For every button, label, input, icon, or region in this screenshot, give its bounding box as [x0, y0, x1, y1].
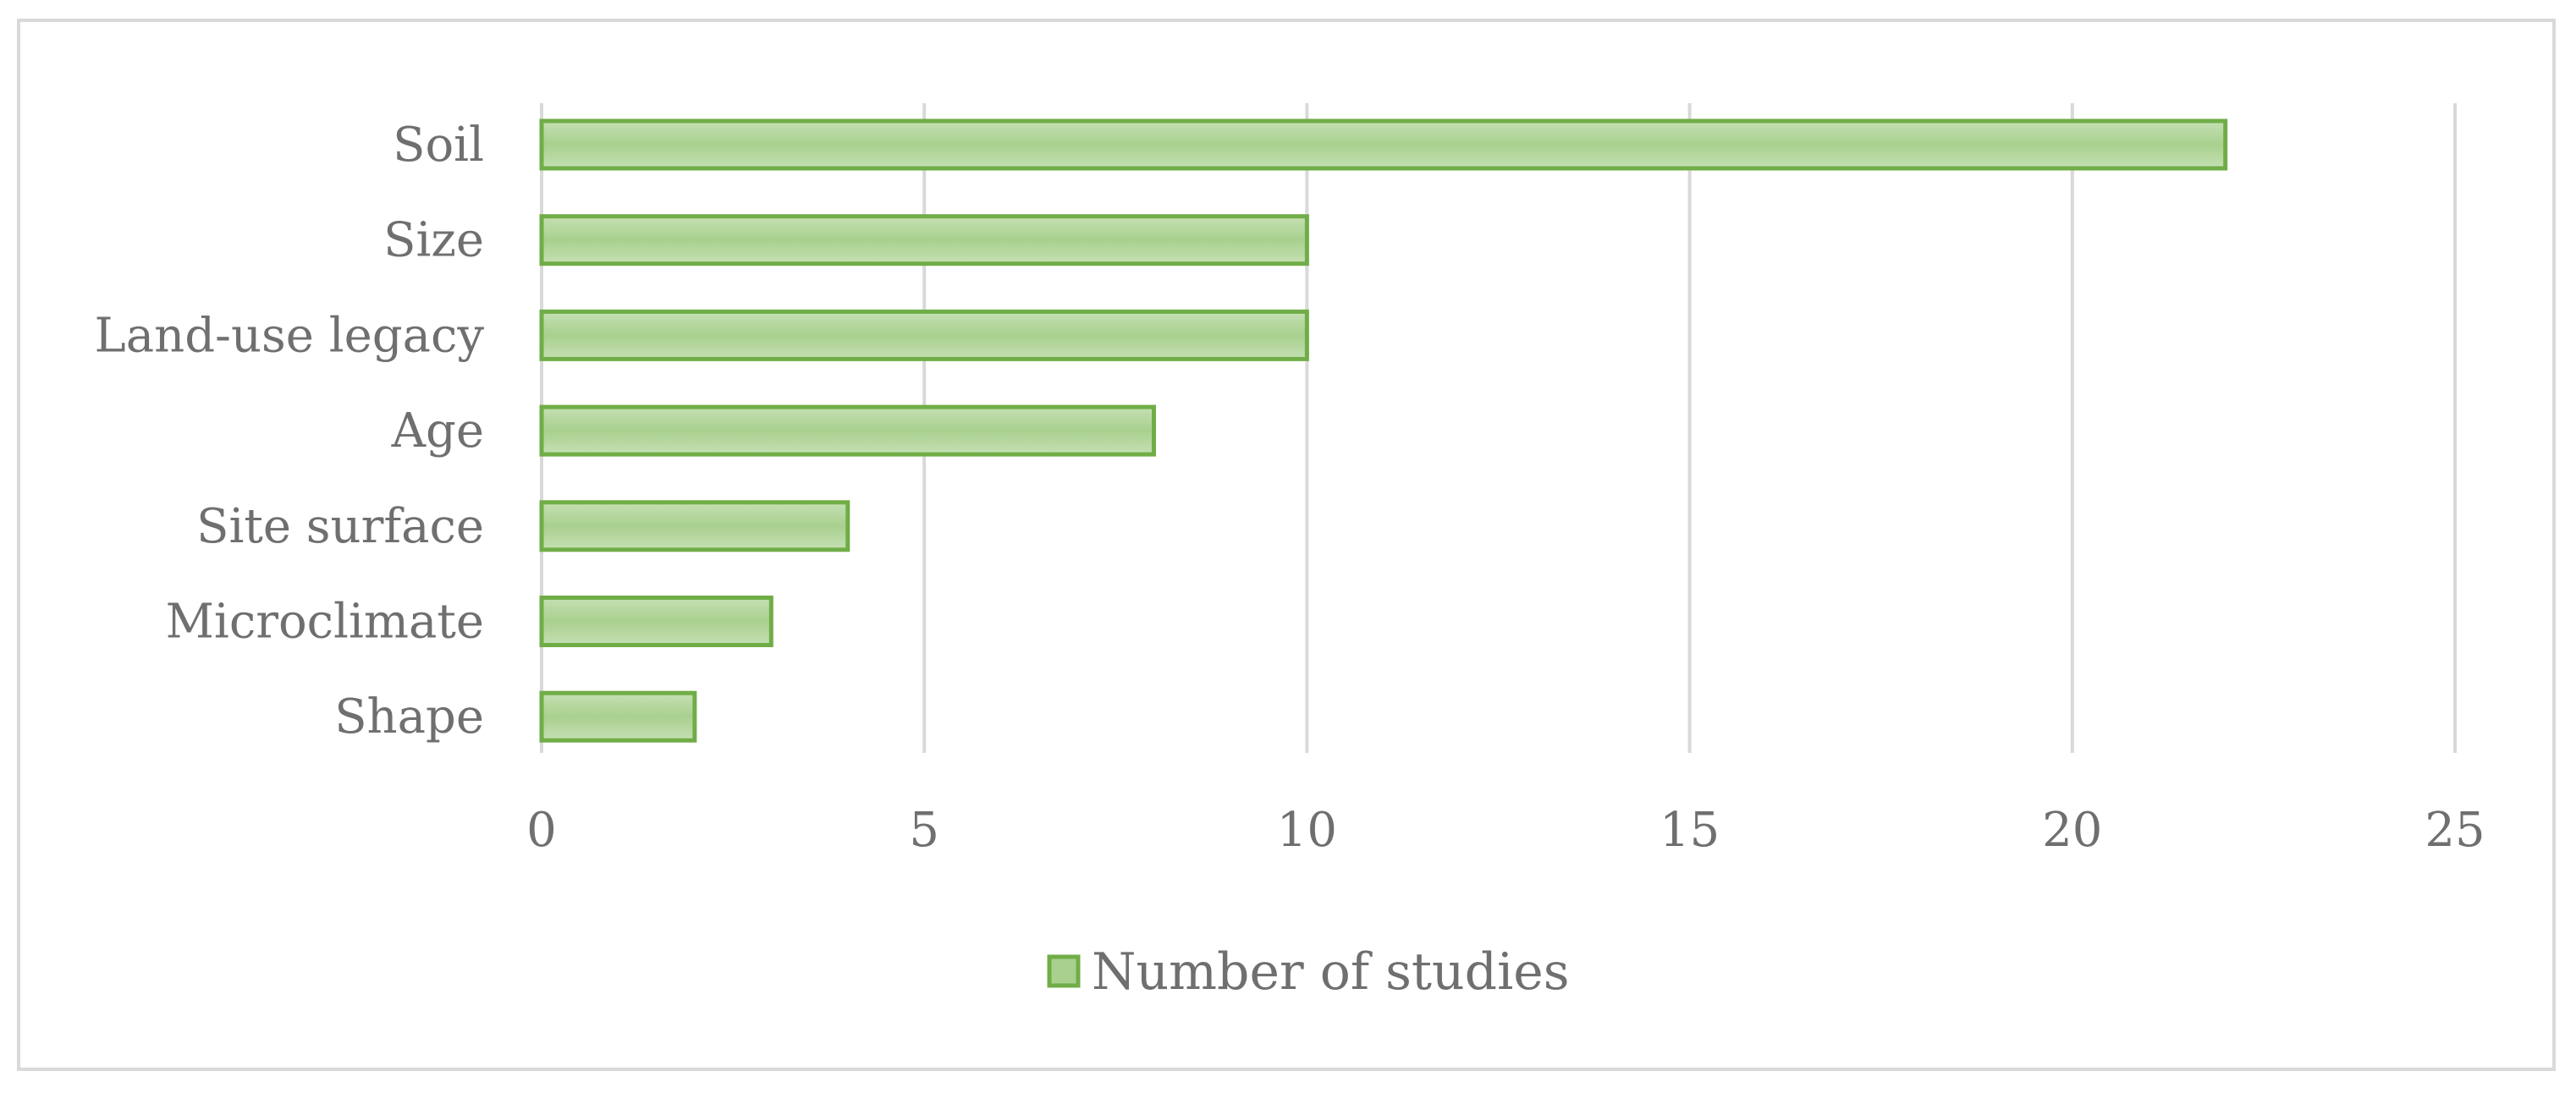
x-tick-label: 10	[1277, 803, 1337, 858]
category-label: Age	[391, 404, 484, 459]
bars	[539, 118, 2228, 743]
bar	[539, 690, 697, 743]
x-tick-label: 20	[2042, 803, 2102, 858]
category-labels: Soil Size Land-use legacy Age Site surface Mi…	[95, 118, 485, 744]
x-tick-label: 15	[1660, 803, 1720, 858]
x-tick-labels: 0 5 10 15 20 25	[526, 803, 2485, 858]
chart-frame: Soil Size Land-use legacy Age Site surface Mi…	[17, 19, 2556, 1071]
x-tick-label: 5	[909, 803, 939, 858]
bar	[539, 596, 773, 647]
category-label: Soil	[393, 118, 484, 173]
bar	[539, 500, 850, 552]
category-label: Shape	[334, 689, 484, 744]
category-label: Land-use legacy	[95, 308, 485, 363]
x-tick-label: 0	[526, 803, 557, 858]
legend: Number of studies	[1047, 942, 1570, 1002]
bar	[539, 214, 1309, 266]
category-label: Microclimate	[166, 595, 484, 650]
bar-chart: Soil Size Land-use legacy Age Site surface Mi…	[95, 103, 2485, 1002]
legend-label: Number of studies	[1092, 942, 1570, 1002]
legend-swatch	[1047, 954, 1081, 988]
bar	[539, 404, 1157, 457]
x-tick-label: 25	[2425, 803, 2485, 858]
category-label: Size	[383, 213, 484, 268]
category-label: Site surface	[196, 499, 484, 554]
bar	[539, 118, 2228, 171]
bar	[539, 309, 1309, 361]
